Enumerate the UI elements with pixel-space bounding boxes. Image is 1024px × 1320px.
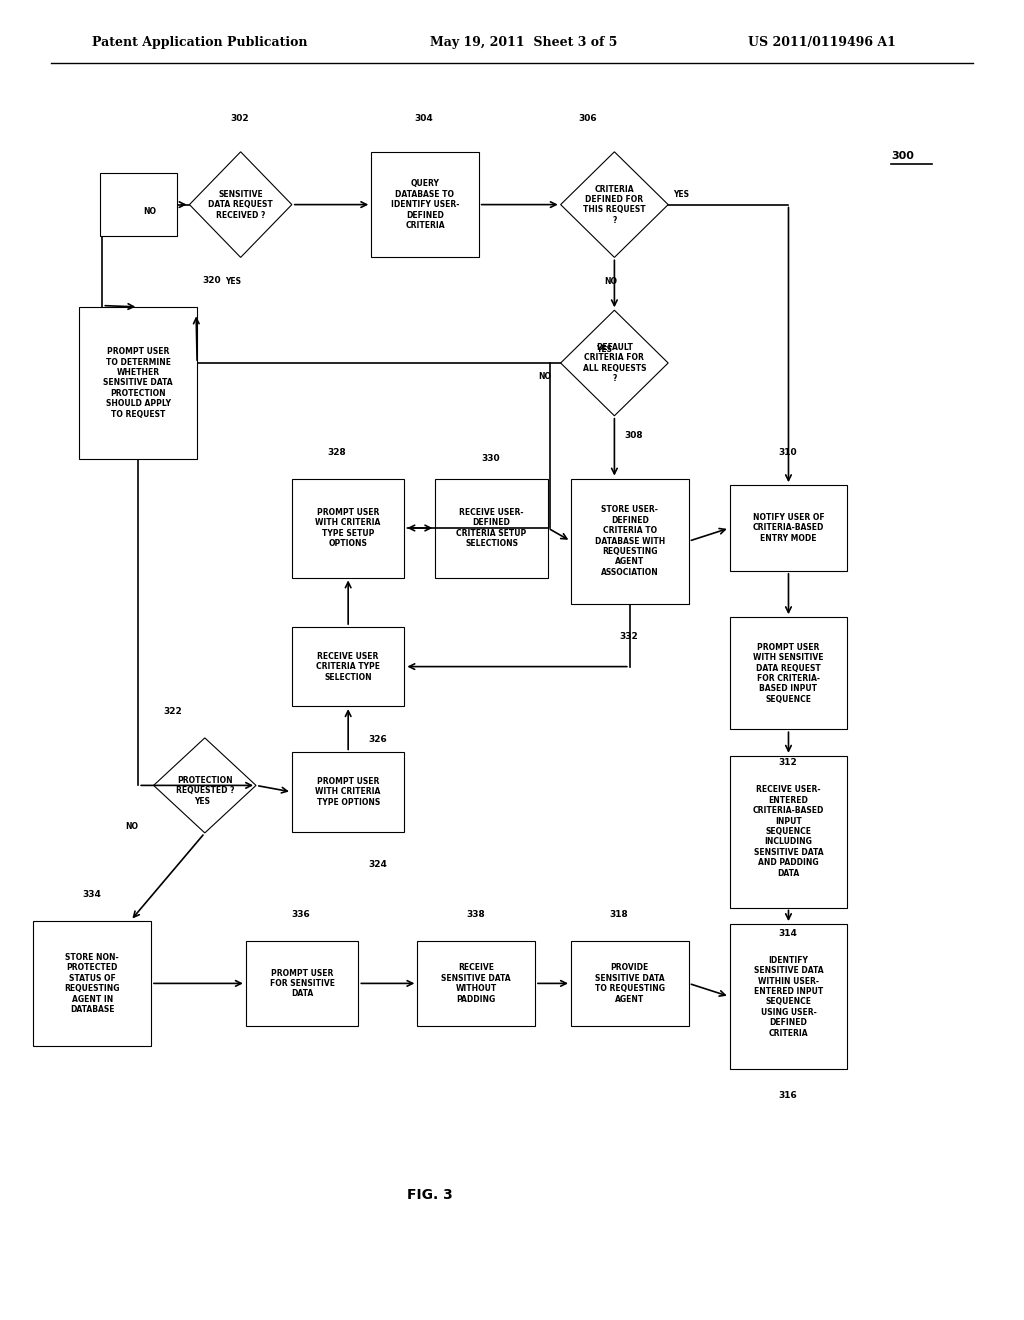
Text: PROMPT USER
WITH SENSITIVE
DATA REQUEST
FOR CRITERIA-
BASED INPUT
SEQUENCE: PROMPT USER WITH SENSITIVE DATA REQUEST … bbox=[754, 643, 823, 704]
FancyBboxPatch shape bbox=[729, 618, 848, 729]
Text: STORE USER-
DEFINED
CRITERIA TO
DATABASE WITH
REQUESTING
AGENT
ASSOCIATION: STORE USER- DEFINED CRITERIA TO DATABASE… bbox=[595, 506, 665, 577]
FancyBboxPatch shape bbox=[729, 755, 848, 908]
FancyBboxPatch shape bbox=[435, 479, 548, 578]
Text: RECEIVE USER
CRITERIA TYPE
SELECTION: RECEIVE USER CRITERIA TYPE SELECTION bbox=[316, 652, 380, 681]
FancyBboxPatch shape bbox=[292, 752, 404, 832]
Text: 332: 332 bbox=[620, 632, 638, 642]
FancyBboxPatch shape bbox=[292, 627, 404, 706]
Text: 306: 306 bbox=[579, 115, 597, 123]
Text: PROVIDE
SENSITIVE DATA
TO REQUESTING
AGENT: PROVIDE SENSITIVE DATA TO REQUESTING AGE… bbox=[595, 964, 665, 1003]
Text: 320: 320 bbox=[203, 276, 221, 285]
Text: 322: 322 bbox=[164, 708, 182, 715]
Text: QUERY
DATABASE TO
IDENTIFY USER-
DEFINED
CRITERIA: QUERY DATABASE TO IDENTIFY USER- DEFINED… bbox=[391, 180, 459, 230]
Text: YES: YES bbox=[674, 190, 689, 198]
Text: PROMPT USER
FOR SENSITIVE
DATA: PROMPT USER FOR SENSITIVE DATA bbox=[269, 969, 335, 998]
Text: 302: 302 bbox=[230, 115, 249, 123]
FancyBboxPatch shape bbox=[418, 940, 536, 1027]
Text: 334: 334 bbox=[82, 890, 100, 899]
Text: NO: NO bbox=[604, 277, 617, 285]
Polygon shape bbox=[561, 310, 668, 416]
Text: NO: NO bbox=[143, 207, 157, 215]
Text: PROMPT USER
TO DETERMINE
WHETHER
SENSITIVE DATA
PROTECTION
SHOULD APPLY
TO REQUE: PROMPT USER TO DETERMINE WHETHER SENSITI… bbox=[103, 347, 173, 418]
Text: 314: 314 bbox=[778, 929, 797, 939]
Text: May 19, 2011  Sheet 3 of 5: May 19, 2011 Sheet 3 of 5 bbox=[430, 36, 617, 49]
Text: RECEIVE USER-
DEFINED
CRITERIA SETUP
SELECTIONS: RECEIVE USER- DEFINED CRITERIA SETUP SEL… bbox=[457, 508, 526, 548]
Polygon shape bbox=[189, 152, 292, 257]
Text: SENSITIVE
DATA REQUEST
RECEIVED ?: SENSITIVE DATA REQUEST RECEIVED ? bbox=[208, 190, 273, 219]
Text: PROMPT USER
WITH CRITERIA
TYPE OPTIONS: PROMPT USER WITH CRITERIA TYPE OPTIONS bbox=[315, 777, 381, 807]
Text: 330: 330 bbox=[481, 454, 500, 463]
Text: 338: 338 bbox=[466, 909, 484, 919]
Text: IDENTIFY
SENSITIVE DATA
WITHIN USER-
ENTERED INPUT
SEQUENCE
USING USER-
DEFINED
: IDENTIFY SENSITIVE DATA WITHIN USER- ENT… bbox=[754, 956, 823, 1038]
Text: 300: 300 bbox=[891, 150, 913, 161]
FancyBboxPatch shape bbox=[246, 940, 358, 1027]
FancyBboxPatch shape bbox=[371, 152, 478, 257]
Text: US 2011/0119496 A1: US 2011/0119496 A1 bbox=[748, 36, 895, 49]
Text: RECEIVE
SENSITIVE DATA
WITHOUT
PADDING: RECEIVE SENSITIVE DATA WITHOUT PADDING bbox=[441, 964, 511, 1003]
Text: PROTECTION
REQUESTED ?: PROTECTION REQUESTED ? bbox=[175, 776, 234, 795]
FancyBboxPatch shape bbox=[33, 921, 152, 1045]
Text: 304: 304 bbox=[415, 115, 433, 123]
Text: NO: NO bbox=[539, 372, 551, 380]
FancyBboxPatch shape bbox=[292, 479, 404, 578]
FancyBboxPatch shape bbox=[729, 924, 848, 1069]
Text: RECEIVE USER-
ENTERED
CRITERIA-BASED
INPUT
SEQUENCE
INCLUDING
SENSITIVE DATA
AND: RECEIVE USER- ENTERED CRITERIA-BASED INP… bbox=[753, 785, 824, 878]
FancyBboxPatch shape bbox=[100, 173, 176, 236]
FancyBboxPatch shape bbox=[80, 308, 197, 459]
Text: 308: 308 bbox=[625, 432, 643, 440]
Text: YES: YES bbox=[225, 277, 242, 285]
Text: 328: 328 bbox=[328, 447, 346, 457]
Polygon shape bbox=[561, 152, 668, 257]
Text: FIG. 3: FIG. 3 bbox=[408, 1188, 453, 1201]
Text: 310: 310 bbox=[778, 447, 797, 457]
Text: YES: YES bbox=[596, 346, 612, 354]
Text: 326: 326 bbox=[369, 735, 387, 743]
Text: 324: 324 bbox=[369, 861, 387, 869]
Text: DEFAULT
CRITERIA FOR
ALL REQUESTS
?: DEFAULT CRITERIA FOR ALL REQUESTS ? bbox=[583, 343, 646, 383]
Text: 336: 336 bbox=[292, 909, 310, 919]
Text: NOTIFY USER OF
CRITERIA-BASED
ENTRY MODE: NOTIFY USER OF CRITERIA-BASED ENTRY MODE bbox=[753, 513, 824, 543]
Text: Patent Application Publication: Patent Application Publication bbox=[92, 36, 307, 49]
Polygon shape bbox=[154, 738, 256, 833]
Text: 318: 318 bbox=[609, 909, 628, 919]
Text: CRITERIA
DEFINED FOR
THIS REQUEST
?: CRITERIA DEFINED FOR THIS REQUEST ? bbox=[583, 185, 646, 224]
Text: 312: 312 bbox=[778, 758, 797, 767]
Text: NO: NO bbox=[125, 822, 138, 830]
Text: STORE NON-
PROTECTED
STATUS OF
REQUESTING
AGENT IN
DATABASE: STORE NON- PROTECTED STATUS OF REQUESTIN… bbox=[65, 953, 120, 1014]
FancyBboxPatch shape bbox=[729, 484, 848, 570]
FancyBboxPatch shape bbox=[571, 940, 688, 1027]
FancyBboxPatch shape bbox=[571, 479, 688, 605]
Text: YES: YES bbox=[195, 797, 211, 805]
Text: 316: 316 bbox=[778, 1092, 797, 1100]
Text: PROMPT USER
WITH CRITERIA
TYPE SETUP
OPTIONS: PROMPT USER WITH CRITERIA TYPE SETUP OPT… bbox=[315, 508, 381, 548]
